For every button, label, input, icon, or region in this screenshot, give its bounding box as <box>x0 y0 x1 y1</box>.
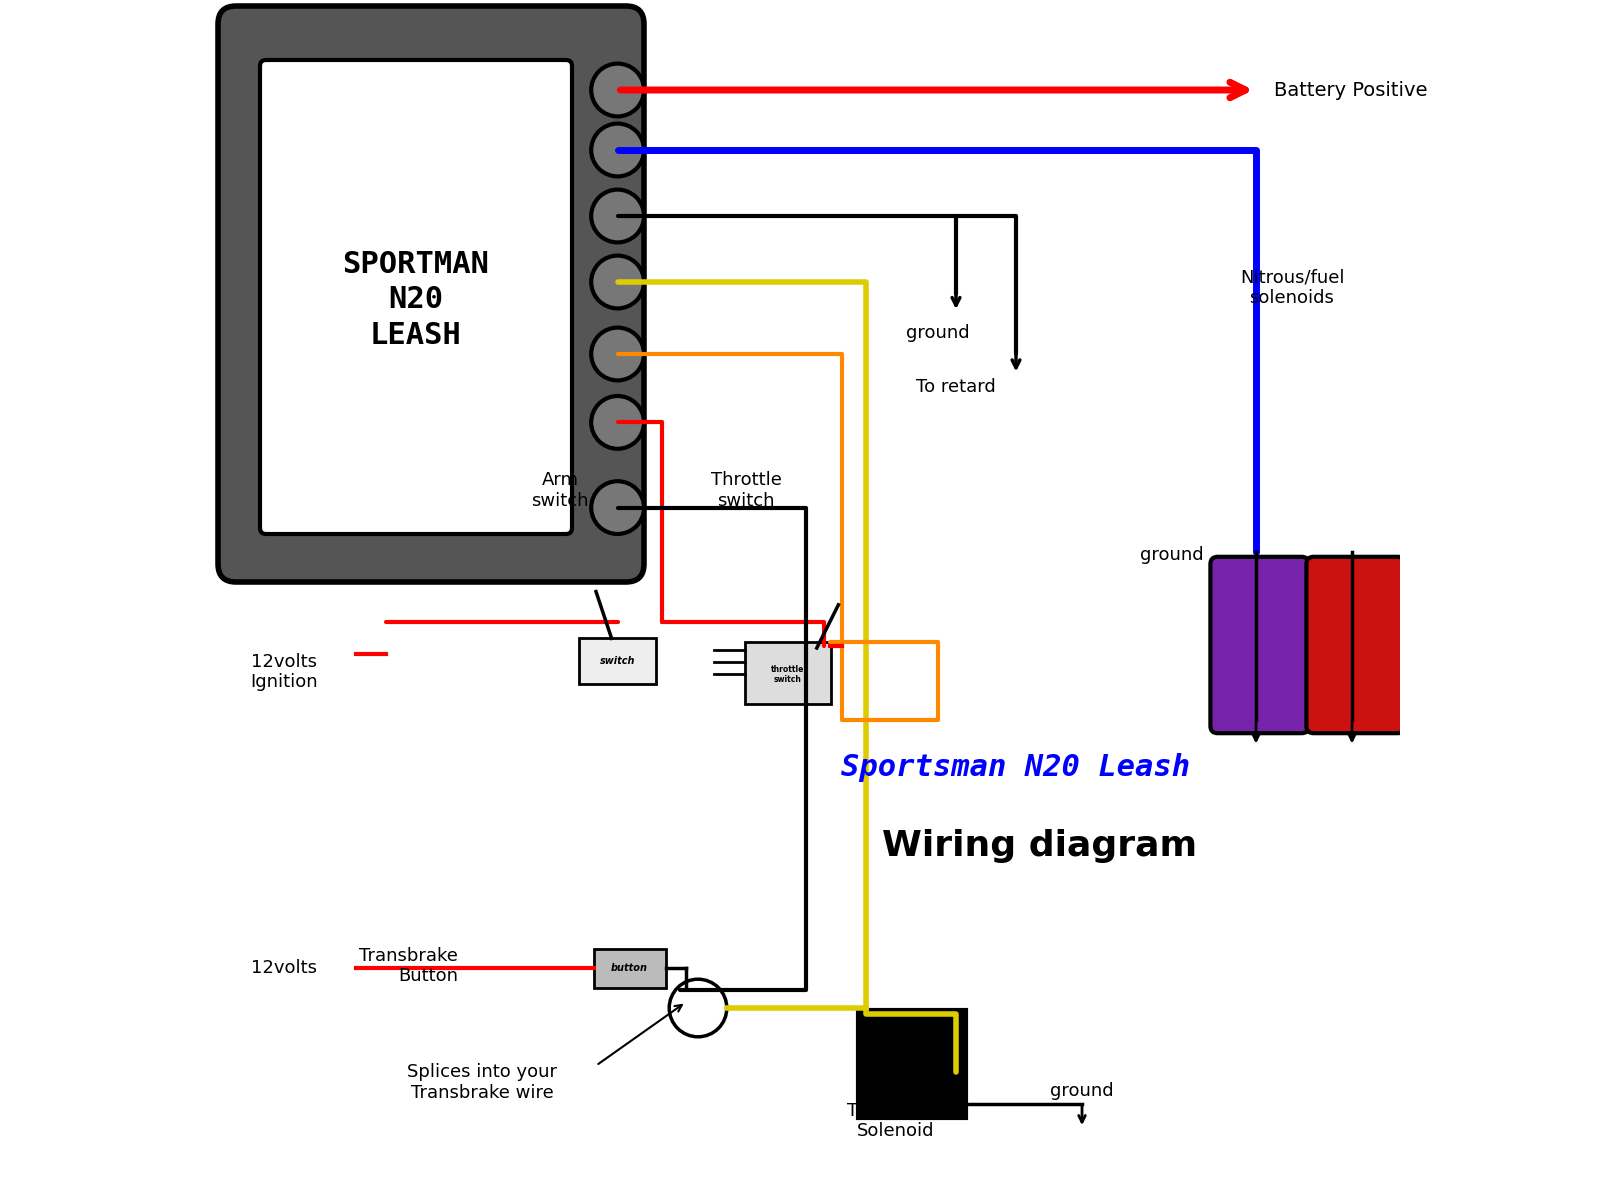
FancyBboxPatch shape <box>1211 557 1309 733</box>
FancyBboxPatch shape <box>1307 557 1405 733</box>
FancyBboxPatch shape <box>218 6 643 582</box>
Circle shape <box>590 481 643 534</box>
Text: ground: ground <box>906 324 970 342</box>
Text: Transbrake
Solenoid: Transbrake Solenoid <box>846 1102 946 1140</box>
Text: 12volts
Ignition: 12volts Ignition <box>250 653 318 691</box>
Circle shape <box>590 328 643 380</box>
Text: Battery Positive: Battery Positive <box>1274 80 1427 100</box>
Text: Arm
switch: Arm switch <box>531 472 589 510</box>
Text: Sportsman N20 Leash: Sportsman N20 Leash <box>842 754 1190 782</box>
Text: ground: ground <box>1050 1082 1114 1100</box>
Circle shape <box>590 396 643 449</box>
Text: button: button <box>611 964 648 973</box>
Text: Nitrous/fuel
solenoids: Nitrous/fuel solenoids <box>1240 269 1344 307</box>
Text: ground: ground <box>1141 546 1203 564</box>
Bar <box>594 949 666 988</box>
Circle shape <box>669 979 726 1037</box>
Circle shape <box>590 124 643 176</box>
Bar <box>579 638 656 684</box>
Text: Wiring diagram: Wiring diagram <box>883 829 1197 863</box>
FancyBboxPatch shape <box>259 60 573 534</box>
Bar <box>858 1010 966 1118</box>
Text: To retard: To retard <box>917 378 995 396</box>
Text: SPORTMAN
N20
LEASH: SPORTMAN N20 LEASH <box>342 250 490 350</box>
Text: Throttle
switch: Throttle switch <box>710 472 781 510</box>
Text: throttle
switch: throttle switch <box>771 665 805 684</box>
Text: switch: switch <box>600 656 635 666</box>
Text: Splices into your
Transbrake wire: Splices into your Transbrake wire <box>406 1063 557 1102</box>
Circle shape <box>590 256 643 308</box>
Bar <box>746 642 832 704</box>
Text: 12volts: 12volts <box>251 960 317 977</box>
Text: Transbrake
Button: Transbrake Button <box>358 947 458 985</box>
Circle shape <box>590 64 643 116</box>
Circle shape <box>590 190 643 242</box>
